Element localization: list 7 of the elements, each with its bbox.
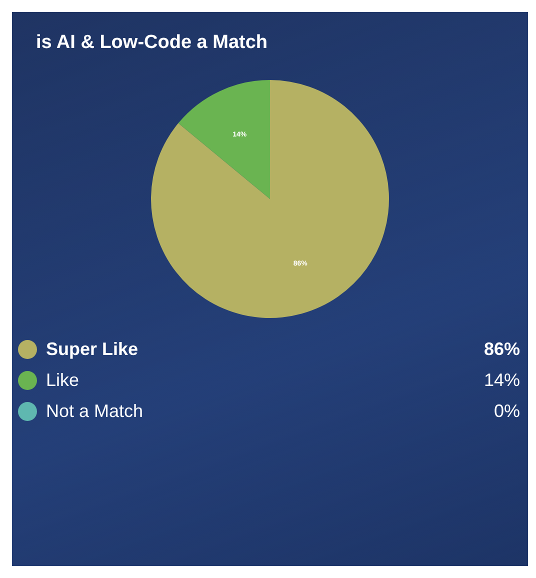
- legend-label: Super Like: [46, 339, 140, 360]
- text: 86%: [484, 339, 520, 359]
- legend-label: Like: [46, 370, 80, 391]
- text: 14%: [484, 370, 520, 390]
- text: 0%: [494, 401, 520, 421]
- legend-label: Not a Match: [46, 401, 144, 422]
- chart-title: is AI & Low-Code a Match: [36, 32, 268, 54]
